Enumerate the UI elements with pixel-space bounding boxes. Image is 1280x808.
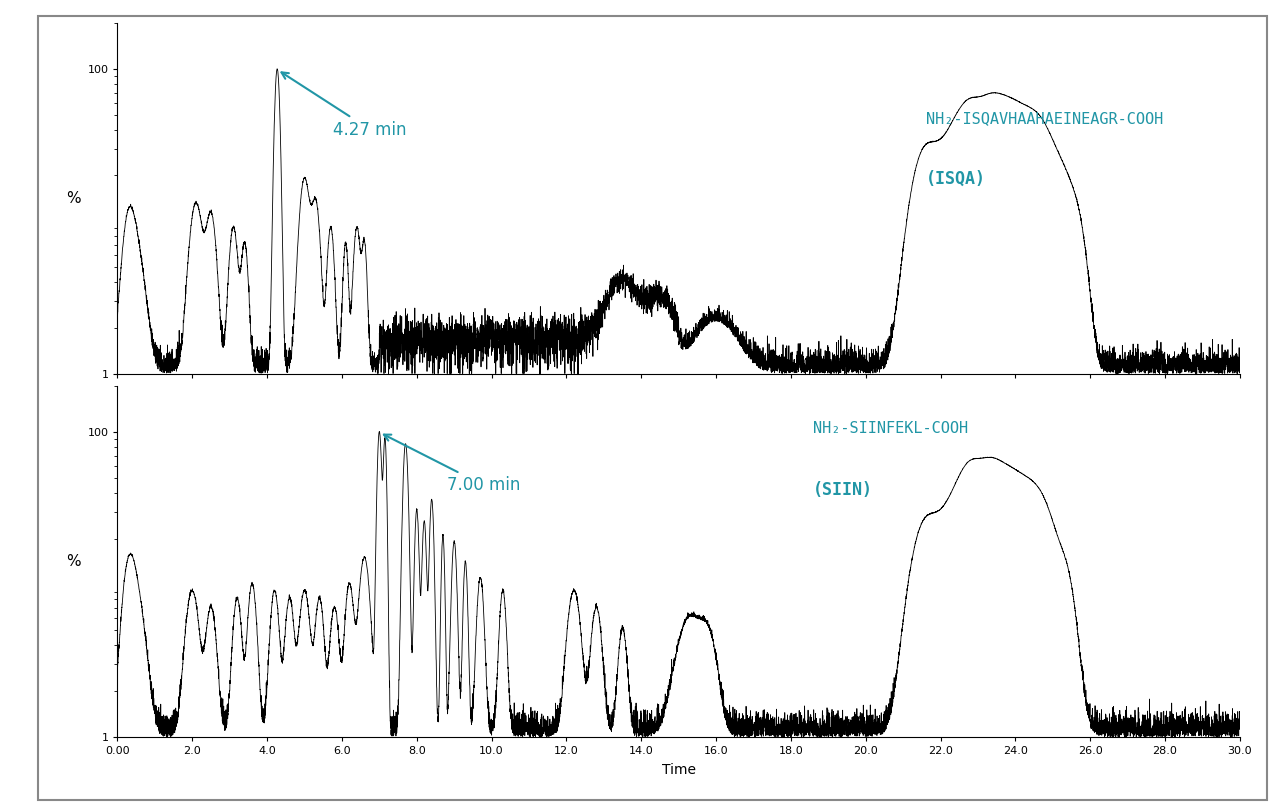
X-axis label: Time: Time: [662, 763, 695, 776]
Text: 7.00 min: 7.00 min: [384, 435, 520, 494]
Text: (ISQA): (ISQA): [925, 170, 986, 188]
Text: NH₂-SIINFEKL-COOH: NH₂-SIINFEKL-COOH: [813, 422, 969, 436]
Y-axis label: %: %: [67, 191, 81, 206]
Text: NH₂-ISQAVHAAHAEINEAGR-COOH: NH₂-ISQAVHAAHAEINEAGR-COOH: [925, 111, 1162, 126]
Text: 4.27 min: 4.27 min: [282, 73, 407, 138]
Y-axis label: %: %: [67, 554, 81, 569]
Text: (SIIN): (SIIN): [813, 481, 873, 499]
